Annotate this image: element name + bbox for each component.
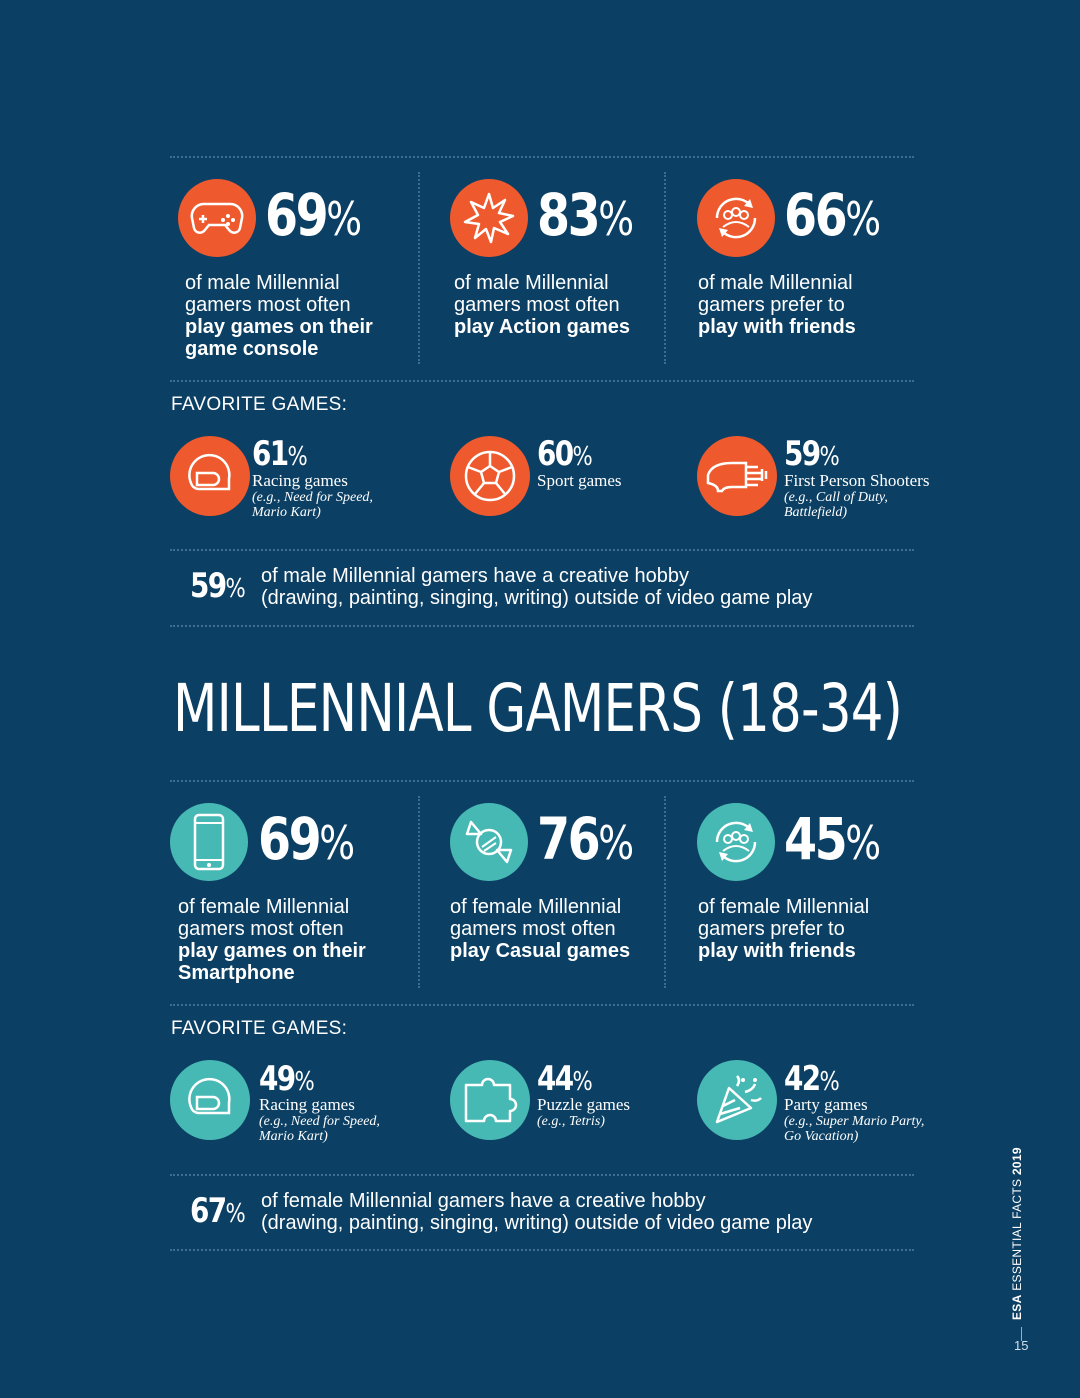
game-value: 60% [537,434,593,474]
divider [170,156,914,158]
soccer-ball-icon [450,436,530,516]
gamepad-icon [178,179,256,257]
stat-value: 66% [784,181,882,249]
stat-description: of male Millennial gamers most often play … [185,272,373,360]
divider [170,1174,914,1176]
game-value: 49% [259,1059,315,1099]
blaster-icon [697,436,777,516]
divider [170,549,914,551]
game-value: 44% [537,1059,593,1099]
creative-hobby-text: of male Millennial gamers have a creativ… [261,565,813,609]
divider [1021,1327,1022,1341]
game-name: First Person Shooters [784,471,930,490]
puzzle-icon [450,1060,530,1140]
page-title: MILLENNIAL GAMERS (18-34) [173,670,903,747]
party-popper-icon [697,1060,777,1140]
divider [418,172,420,364]
helmet-icon [170,436,250,516]
stat-value: 69% [258,805,356,873]
friends-icon [697,179,775,257]
game-name: Racing games [252,471,348,490]
divider [664,796,666,988]
stat-description: of female Millennial gamers most often pla… [178,896,366,984]
stat-value: 69% [265,181,363,249]
stat-value: 83% [537,181,635,249]
divider [170,1004,914,1006]
friends-icon [697,803,775,881]
stat-value: 76% [537,805,635,873]
game-value: 59% [784,434,840,474]
divider [170,1249,914,1251]
game-name: Sport games [537,471,622,490]
favorite-games-label: FAVORITE GAMES: [171,394,348,415]
creative-hobby-text: of female Millennial gamers have a creat… [261,1190,813,1234]
explosion-icon [450,179,528,257]
stat-description: of female Millennial gamers most often pla… [450,896,631,962]
game-example: (e.g., Super Mario Party, Go Vacation) [784,1114,925,1144]
smartphone-icon [170,803,248,881]
stat-description: of male Millennial gamers prefer to play w… [698,272,856,338]
publication-label: ESA ESSENTIAL FACTS 2019 [1010,1147,1024,1320]
creative-hobby-value: 59% [190,566,246,606]
game-name: Racing games [259,1095,355,1114]
game-value: 42% [784,1059,840,1099]
game-example: (e.g., Tetris) [537,1114,605,1129]
divider [170,625,914,627]
candy-icon [450,803,528,881]
game-name: Party games [784,1095,868,1114]
stat-description: of female Millennial gamers prefer to play… [698,896,870,962]
helmet-icon [170,1060,250,1140]
game-name: Puzzle games [537,1095,630,1114]
page-number: 15 [1014,1338,1029,1353]
divider [170,380,914,382]
game-example: (e.g., Need for Speed, Mario Kart) [252,490,373,520]
game-example: (e.g., Call of Duty, Battlefield) [784,490,888,520]
stat-value: 45% [784,805,882,873]
divider [170,780,914,782]
divider [418,796,420,988]
stat-description: of male Millennial gamers most often play … [454,272,630,338]
game-example: (e.g., Need for Speed, Mario Kart) [259,1114,380,1144]
creative-hobby-value: 67% [190,1191,246,1231]
favorite-games-label: FAVORITE GAMES: [171,1018,348,1039]
game-value: 61% [252,434,308,474]
divider [664,172,666,364]
